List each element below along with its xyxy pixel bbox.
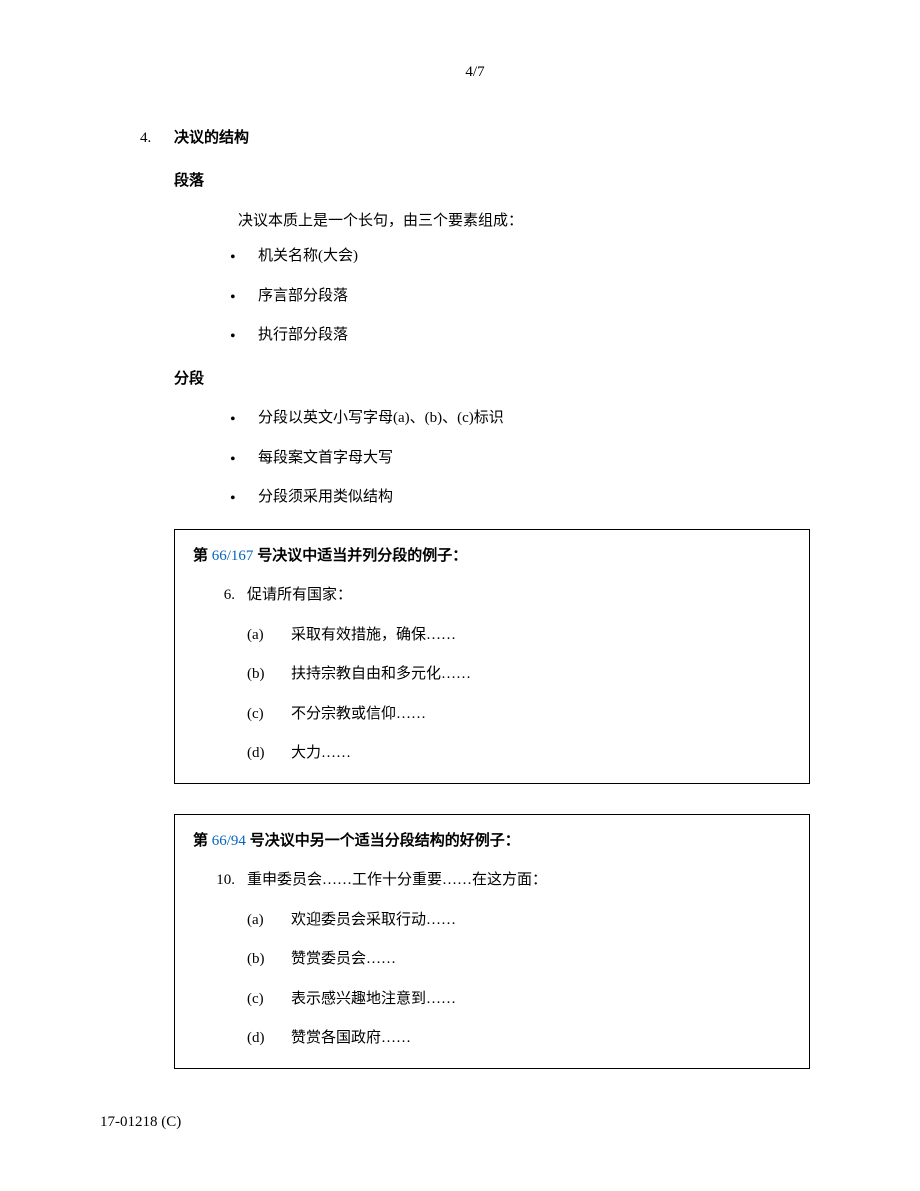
list-item: 执行部分段落 <box>218 323 810 349</box>
sub-text: 不分宗教或信仰…… <box>291 702 426 728</box>
section-number: 4. <box>140 126 174 152</box>
sub-text: 赞赏委员会…… <box>291 947 396 973</box>
sub-text: 采取有效措施，确保…… <box>291 623 456 649</box>
title-suffix: 号决议中适当并列分段的例子： <box>253 548 467 564</box>
sub-text: 表示感兴趣地注意到…… <box>291 987 456 1013</box>
title-prefix: 第 <box>193 548 212 564</box>
sub-label: (a) <box>247 623 291 649</box>
sub-text: 赞赏各国政府…… <box>291 1026 411 1052</box>
example-sub-row: (b) 扶持宗教自由和多元化…… <box>247 662 791 688</box>
example-sub-row: (c) 表示感兴趣地注意到…… <box>247 987 791 1013</box>
sub-text: 大力…… <box>291 741 351 767</box>
bullet-list-subparagraphs: 分段以英文小写字母(a)、(b)、(c)标识 每段案文首字母大写 分段须采用类似… <box>218 406 810 511</box>
list-item: 分段须采用类似结构 <box>218 485 810 511</box>
example-item-number: 10. <box>211 868 247 894</box>
sub-label: (b) <box>247 947 291 973</box>
list-item: 机关名称(大会) <box>218 244 810 270</box>
section-heading: 4. 决议的结构 <box>140 126 810 152</box>
title-prefix: 第 <box>193 833 212 849</box>
example-title: 第 66/94 号决议中另一个适当分段结构的好例子： <box>193 829 791 855</box>
title-suffix: 号决议中另一个适当分段结构的好例子： <box>246 833 520 849</box>
sub-label: (d) <box>247 741 291 767</box>
example-box-1: 第 66/167 号决议中适当并列分段的例子： 6. 促请所有国家： (a) 采… <box>174 529 810 784</box>
example-sub-row: (b) 赞赏委员会…… <box>247 947 791 973</box>
sub-text: 欢迎委员会采取行动…… <box>291 908 456 934</box>
example-item-text: 促请所有国家： <box>247 583 352 609</box>
bullet-list-paragraphs: 机关名称(大会) 序言部分段落 执行部分段落 <box>218 244 810 349</box>
example-sub-row: (a) 采取有效措施，确保…… <box>247 623 791 649</box>
sub-text: 扶持宗教自由和多元化…… <box>291 662 471 688</box>
sub-label: (d) <box>247 1026 291 1052</box>
list-item: 序言部分段落 <box>218 284 810 310</box>
sub-label: (b) <box>247 662 291 688</box>
sub-label: (a) <box>247 908 291 934</box>
example-sub-row: (d) 大力…… <box>247 741 791 767</box>
example-item-number: 6. <box>211 583 247 609</box>
subsection-title-subparagraphs: 分段 <box>174 367 810 393</box>
section-title: 决议的结构 <box>174 126 249 152</box>
example-item-text: 重申委员会……工作十分重要……在这方面： <box>247 868 547 894</box>
example-item-row: 6. 促请所有国家： <box>211 583 791 609</box>
example-sub-row: (d) 赞赏各国政府…… <box>247 1026 791 1052</box>
subsection-title-paragraphs: 段落 <box>174 169 810 195</box>
page-number: 4/7 <box>140 60 810 86</box>
resolution-link[interactable]: 66/167 <box>212 548 254 564</box>
resolution-link[interactable]: 66/94 <box>212 833 246 849</box>
list-item: 每段案文首字母大写 <box>218 446 810 472</box>
sub-label: (c) <box>247 702 291 728</box>
example-sub-row: (c) 不分宗教或信仰…… <box>247 702 791 728</box>
footer-doc-id: 17-01218 (C) <box>100 1110 181 1136</box>
sub-label: (c) <box>247 987 291 1013</box>
example-sub-row: (a) 欢迎委员会采取行动…… <box>247 908 791 934</box>
example-box-2: 第 66/94 号决议中另一个适当分段结构的好例子： 10. 重申委员会……工作… <box>174 814 810 1069</box>
example-title: 第 66/167 号决议中适当并列分段的例子： <box>193 544 791 570</box>
intro-text: 决议本质上是一个长句，由三个要素组成： <box>208 209 810 235</box>
list-item: 分段以英文小写字母(a)、(b)、(c)标识 <box>218 406 810 432</box>
example-item-row: 10. 重申委员会……工作十分重要……在这方面： <box>211 868 791 894</box>
